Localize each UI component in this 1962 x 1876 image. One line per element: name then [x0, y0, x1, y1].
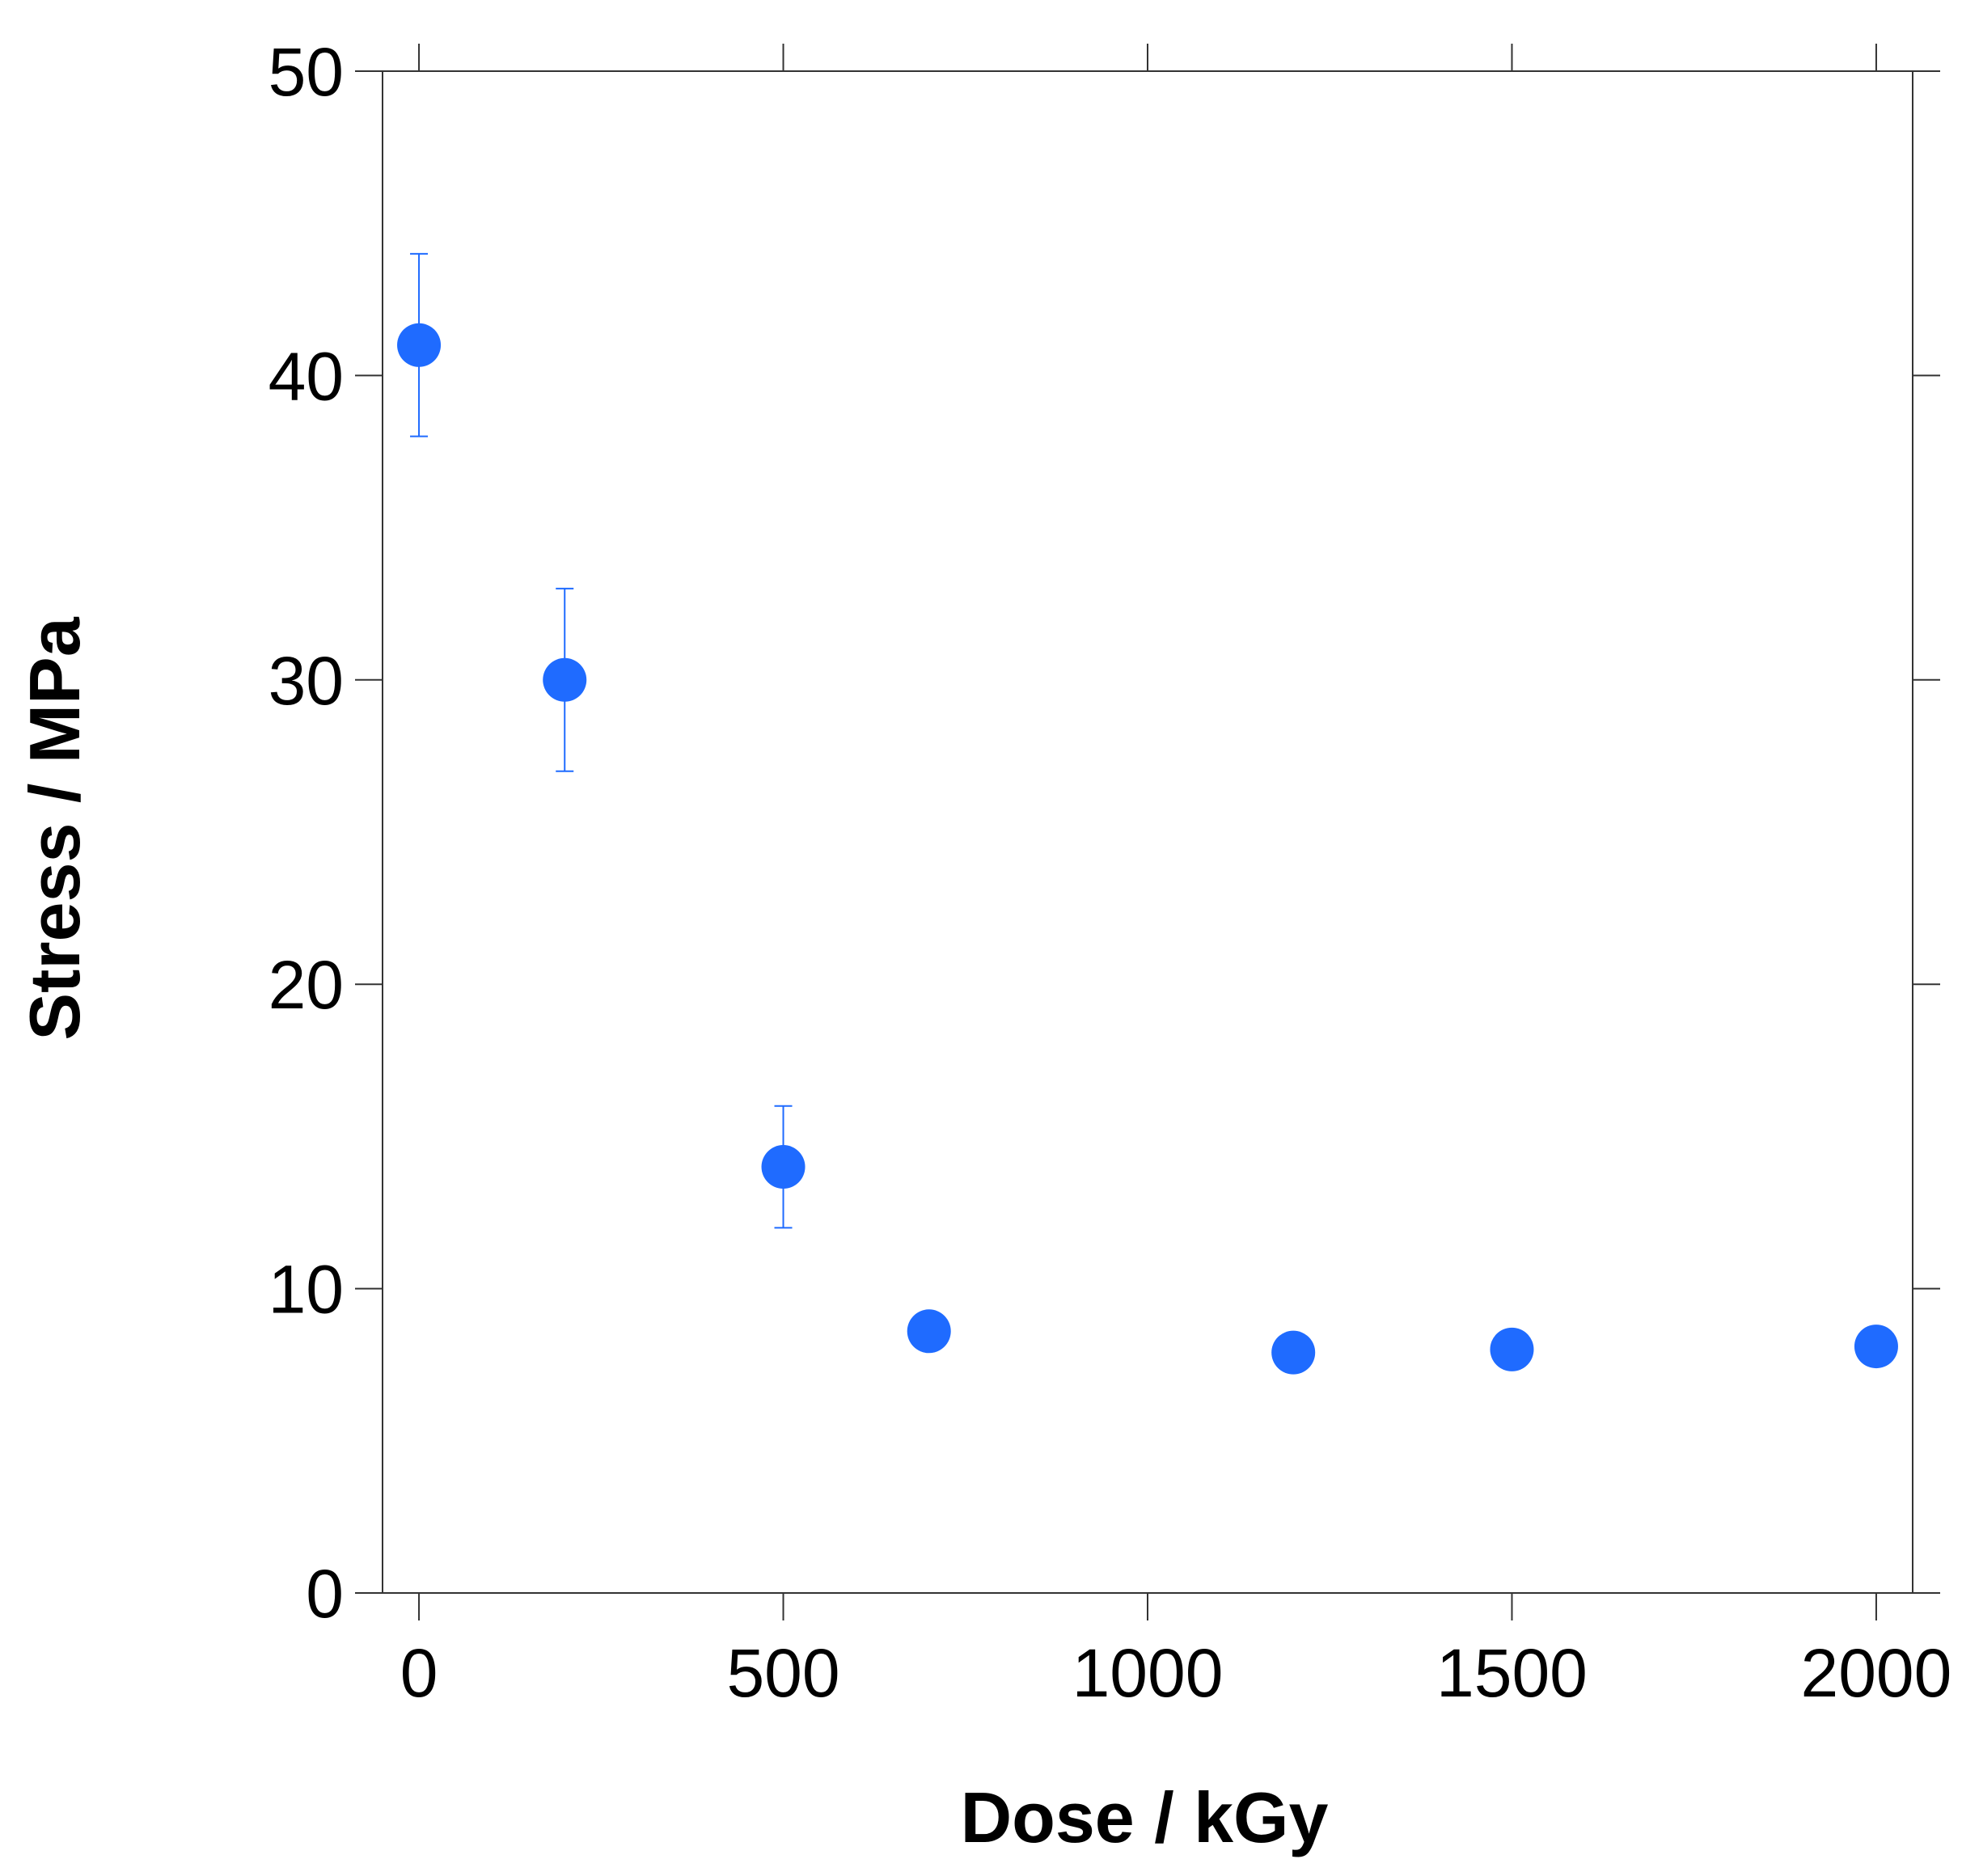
- data-point: [907, 1309, 951, 1354]
- data-point: [1271, 1330, 1316, 1375]
- x-tick-label: 1000: [1072, 1635, 1224, 1711]
- plot-area-border: [382, 70, 1913, 1594]
- x-tick-label: 500: [726, 1635, 839, 1711]
- y-tick-label: 20: [269, 947, 344, 1023]
- plot-frame: [382, 70, 1913, 1594]
- data-point: [397, 323, 442, 367]
- y-tick-label: 40: [269, 338, 344, 414]
- axis-ticks: [355, 44, 1940, 1620]
- x-axis-title: Dose / kGy: [961, 1777, 1329, 1857]
- x-tick-label: 2000: [1801, 1635, 1952, 1711]
- tick-labels: 0 500 1000 1500 2000 0 10 20 30 40 50: [269, 34, 1952, 1711]
- data-points: [397, 323, 1898, 1375]
- data-point: [1854, 1325, 1898, 1369]
- data-point: [1490, 1327, 1534, 1371]
- y-axis-title: Stress / MPa: [15, 616, 95, 1040]
- x-tick-label: 1500: [1436, 1635, 1588, 1711]
- y-tick-label: 30: [269, 643, 344, 719]
- error-bars: [410, 252, 793, 1229]
- y-tick-label: 10: [269, 1252, 344, 1328]
- x-tick-label: 0: [400, 1635, 438, 1711]
- y-tick-label: 50: [269, 34, 344, 110]
- y-tick-label: 0: [306, 1556, 344, 1632]
- data-point: [761, 1145, 806, 1189]
- data-point: [543, 657, 587, 702]
